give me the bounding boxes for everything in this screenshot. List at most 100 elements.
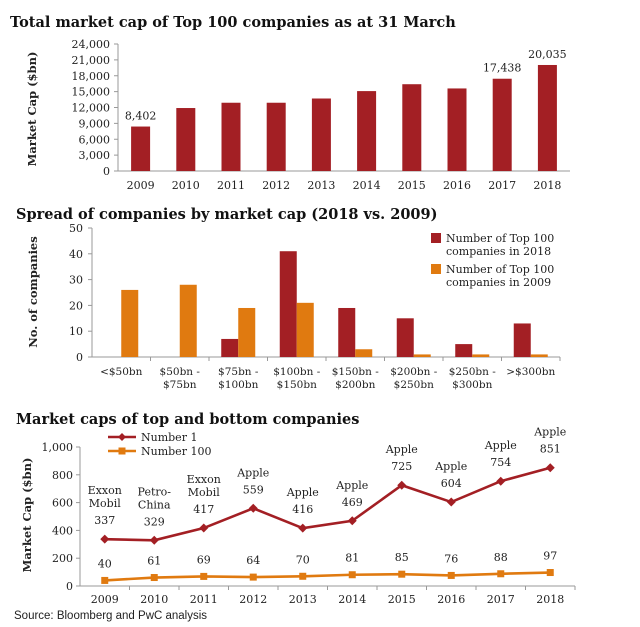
chart1-y-tick-label: 24,000 [72,38,111,51]
chart1-x-tick-label: 2013 [307,179,335,192]
chart2-bar-series2 [238,307,256,357]
chart2-bar-series2 [179,284,197,357]
chart3-point-series1 [100,534,110,544]
chart3-point-series2 [398,570,406,578]
chart1-bar-2013 [311,98,331,171]
chart3-point-series2 [299,572,307,580]
chart3-company-label: Petro- [138,485,172,498]
chart3-x-tick-label: 2016 [437,593,465,606]
chart3-value-label-top: 559 [243,483,264,496]
chart3-company-label: Apple [236,466,269,479]
chart2-y-tick-label: 30 [69,274,83,287]
chart1-y-tick-label: 9,000 [79,117,111,130]
chart3-point-series2 [447,571,455,579]
chart3-x-tick-label: 2012 [239,593,267,606]
chart3-value-label-bottom: 69 [197,553,211,566]
chart2-bar-series1 [513,323,531,357]
chart2-bar-series2 [121,289,139,357]
chart3-point-series2 [249,573,257,581]
chart3-point-series2 [200,572,208,580]
chart1-bar-2012 [266,102,286,171]
chart3-y-tick-label: 200 [52,552,73,565]
chart2-x-tick-label: $150bn [277,379,317,391]
chart3-company-label: Apple [434,460,467,473]
chart2-y-tick-label: 20 [69,299,83,312]
chart2-bar-series1 [279,251,297,357]
chart2-x-tick-label: $150bn - [332,366,380,378]
chart3-company-label: Exxon [187,473,221,486]
chart3-x-tick-label: 2018 [536,593,564,606]
chart3-value-label-bottom: 88 [494,551,508,564]
chart3-value-label-top: 754 [490,456,511,469]
chart3-value-label-top: 329 [144,515,165,528]
chart3-point-series1 [446,497,456,507]
chart3-point-series1 [545,463,555,473]
chart3-point-series1 [248,503,258,513]
chart3-legend-label: Number 100 [141,445,211,458]
chart1-x-tick-label: 2009 [127,179,155,192]
chart3-value-label-bottom: 97 [543,550,557,563]
chart2-x-tick-label: $100bn - [273,366,321,378]
chart2-y-tick-label: 40 [69,248,83,261]
chart1-y-tick-label: 12,000 [72,102,111,115]
chart3-point-series2 [546,569,554,577]
chart3-value-label-top: 337 [94,514,115,527]
chart2-x-tick-label: $75bn - [218,366,259,378]
chart3-value-label-top: 417 [193,503,214,516]
chart3-value-label-top: 469 [342,496,363,509]
chart2-legend-label: companies in 2018 [446,245,551,258]
chart3-company-label: Apple [484,439,517,452]
chart2-bar-series1 [455,344,473,357]
chart3-y-tick-label: 600 [52,497,73,510]
chart2-x-tick-label: $200bn [335,379,375,391]
chart3-company-label: Exxon [88,484,122,497]
chart2-x-tick-label: >$300bn [506,366,555,378]
chart3-line-series1 [104,466,551,542]
chart2-legend-label: Number of Top 100 [446,232,554,245]
chart3-point-series2 [348,571,356,579]
chart2-x-tick-label: $300bn [452,379,492,391]
chart1-x-tick-label: 2010 [172,179,200,192]
chart3-y-tick-label: 400 [52,524,73,537]
chart2-y-tick-label: 50 [69,222,83,235]
chart3-value-label-top: 725 [391,460,412,473]
chart2-x-tick-label: $250bn - [449,366,497,378]
chart1-bar-2014 [357,91,377,171]
chart2-x-tick-label: $100bn [218,379,258,391]
chart3-legend-marker [118,447,126,455]
chart1-bar-2011 [221,102,241,171]
chart3-company-label: Mobil [188,486,220,499]
chart3-x-tick-label: 2014 [338,593,366,606]
chart3-value-label-top: 851 [540,443,561,456]
chart3-company-label: Mobil [89,497,121,510]
chart1-y-tick-label: 15,000 [72,86,111,99]
chart3-y-tick-label: 1,000 [42,441,74,454]
chart3-company-label: Apple [286,486,319,499]
chart2-legend-swatch [431,233,441,243]
chart3-point-series2 [497,570,505,578]
chart3-value-label-bottom: 61 [147,555,161,568]
chart3-company-label: China [138,498,171,511]
chart1-y-tick-label: 6,000 [79,133,111,146]
chart2-bar-series2 [472,354,490,357]
chart1-x-tick-label: 2015 [398,179,426,192]
chart2-y-tick-label: 0 [76,351,83,364]
chart3-value-label-bottom: 64 [246,554,260,567]
chart3-x-tick-label: 2017 [487,593,515,606]
company-spread-bar-chart: Spread of companies by market cap (2018 … [16,206,561,391]
chart1-x-tick-label: 2016 [443,179,471,192]
chart1-y-tick-label: 21,000 [72,54,111,67]
chart2-x-tick-label: <$50bn [100,366,143,378]
chart1-bar-2016 [447,88,467,171]
chart1-bar-2015 [402,84,422,171]
chart3-line-series2 [104,571,551,582]
chart1-bar-2018 [537,64,557,171]
chart2-x-tick-label: $250bn [394,379,434,391]
chart3-point-series1 [347,516,357,526]
chart2-legend-label: Number of Top 100 [446,263,554,276]
chart1-y-tick-label: 0 [103,165,110,178]
chart3-y-axis-label: Market Cap ($bn) [20,458,34,573]
chart2-legend-swatch [431,264,441,274]
chart1-x-tick-label: 2012 [262,179,290,192]
chart2-bar-series2 [355,349,373,357]
